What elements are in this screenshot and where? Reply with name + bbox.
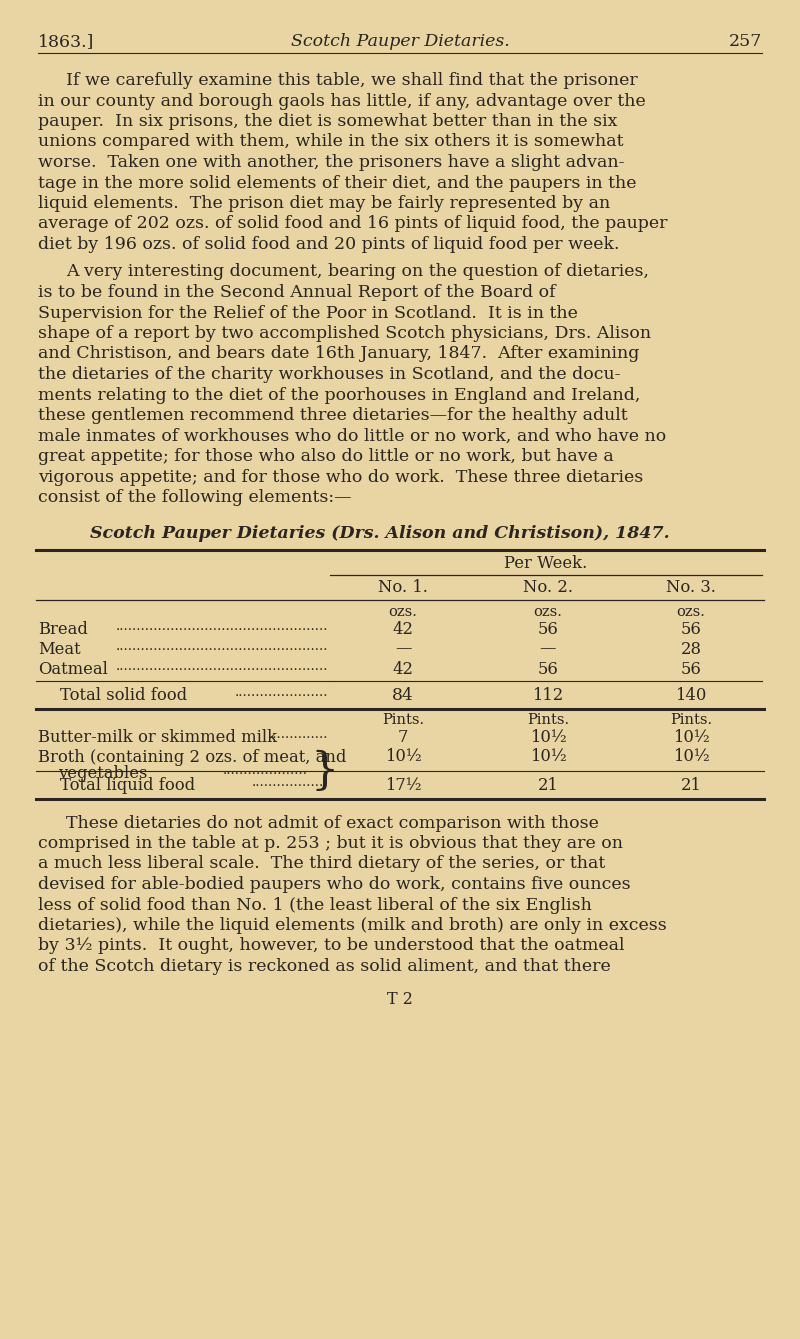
Text: a much less liberal scale.  The third dietary of the series, or that: a much less liberal scale. The third die… xyxy=(38,856,606,873)
Text: vigorous appetite; and for those who do work.  These three dietaries: vigorous appetite; and for those who do … xyxy=(38,469,643,486)
Text: by 3½ pints.  It ought, however, to be understood that the oatmeal: by 3½ pints. It ought, however, to be un… xyxy=(38,937,625,955)
Text: —: — xyxy=(540,640,556,657)
Text: Oatmeal: Oatmeal xyxy=(38,660,108,678)
Text: ..................................................: ........................................… xyxy=(115,620,328,633)
Text: diet by 196 ozs. of solid food and 20 pints of liquid food per week.: diet by 196 ozs. of solid food and 20 pi… xyxy=(38,236,619,253)
Text: If we carefully examine this table, we shall find that the prisoner: If we carefully examine this table, we s… xyxy=(66,72,638,88)
Text: Per Week.: Per Week. xyxy=(504,554,588,572)
Text: unions compared with them, while in the six others it is somewhat: unions compared with them, while in the … xyxy=(38,134,623,150)
Text: 56: 56 xyxy=(538,660,558,678)
Text: Meat: Meat xyxy=(38,640,81,657)
Text: Total solid food: Total solid food xyxy=(60,687,187,703)
Text: No. 2.: No. 2. xyxy=(523,580,573,596)
Text: T 2: T 2 xyxy=(387,991,413,1007)
Text: ozs.: ozs. xyxy=(677,604,706,619)
Text: dietaries), while the liquid elements (milk and broth) are only in excess: dietaries), while the liquid elements (m… xyxy=(38,917,666,935)
Text: shape of a report by two accomplished Scotch physicians, Drs. Alison: shape of a report by two accomplished Sc… xyxy=(38,325,651,341)
Text: 42: 42 xyxy=(393,660,414,678)
Text: 21: 21 xyxy=(681,777,702,794)
Text: ....................: .................... xyxy=(223,765,308,778)
Text: 56: 56 xyxy=(681,620,702,637)
Text: 42: 42 xyxy=(393,620,414,637)
Text: 10½: 10½ xyxy=(530,749,566,765)
Text: Butter-milk or skimmed milk: Butter-milk or skimmed milk xyxy=(38,728,277,746)
Text: is to be found in the Second Annual Report of the Board of: is to be found in the Second Annual Repo… xyxy=(38,284,556,301)
Text: 56: 56 xyxy=(538,620,558,637)
Text: consist of the following elements:—: consist of the following elements:— xyxy=(38,489,351,506)
Text: Pints.: Pints. xyxy=(670,712,712,727)
Text: ..................: .................. xyxy=(251,777,328,790)
Text: 84: 84 xyxy=(392,687,414,703)
Text: ..............: .............. xyxy=(269,728,328,742)
Text: These dietaries do not admit of exact comparison with those: These dietaries do not admit of exact co… xyxy=(66,814,599,832)
Text: Scotch Pauper Dietaries.: Scotch Pauper Dietaries. xyxy=(290,33,510,51)
Text: tage in the more solid elements of their diet, and the paupers in the: tage in the more solid elements of their… xyxy=(38,174,637,191)
Text: ......................: ...................... xyxy=(234,687,328,699)
Text: Supervision for the Relief of the Poor in Scotland.  It is in the: Supervision for the Relief of the Poor i… xyxy=(38,304,578,321)
Text: devised for able-bodied paupers who do work, contains five ounces: devised for able-bodied paupers who do w… xyxy=(38,876,630,893)
Text: liquid elements.  The prison diet may be fairly represented by an: liquid elements. The prison diet may be … xyxy=(38,195,610,212)
Text: ..................................................: ........................................… xyxy=(115,640,328,653)
Text: }: } xyxy=(310,750,338,793)
Text: 112: 112 xyxy=(532,687,564,703)
Text: Scotch Pauper Dietaries (Drs. Alison and Christison), 1847.: Scotch Pauper Dietaries (Drs. Alison and… xyxy=(90,525,670,542)
Text: ..................................................: ........................................… xyxy=(115,660,328,674)
Text: 10½: 10½ xyxy=(530,728,566,746)
Text: the dietaries of the charity workhouses in Scotland, and the docu-: the dietaries of the charity workhouses … xyxy=(38,366,621,383)
Text: Total liquid food: Total liquid food xyxy=(60,777,195,794)
Text: 7: 7 xyxy=(398,728,408,746)
Text: comprised in the table at p. 253 ; but it is obvious that they are on: comprised in the table at p. 253 ; but i… xyxy=(38,836,623,852)
Text: No. 1.: No. 1. xyxy=(378,580,428,596)
Text: Broth (containing 2 ozs. of meat, and: Broth (containing 2 ozs. of meat, and xyxy=(38,749,346,766)
Text: and Christison, and bears date 16th January, 1847.  After examining: and Christison, and bears date 16th Janu… xyxy=(38,345,639,363)
Text: A very interesting document, bearing on the question of dietaries,: A very interesting document, bearing on … xyxy=(66,264,649,280)
Text: —: — xyxy=(394,640,411,657)
Text: 21: 21 xyxy=(538,777,558,794)
Text: 140: 140 xyxy=(675,687,706,703)
Text: worse.  Taken one with another, the prisoners have a slight advan-: worse. Taken one with another, the priso… xyxy=(38,154,625,171)
Text: Pints.: Pints. xyxy=(382,712,424,727)
Text: great appetite; for those who also do little or no work, but have a: great appetite; for those who also do li… xyxy=(38,449,614,465)
Text: 257: 257 xyxy=(729,33,762,51)
Text: in our county and borough gaols has little, if any, advantage over the: in our county and borough gaols has litt… xyxy=(38,92,646,110)
Text: vegetables: vegetables xyxy=(58,765,147,782)
Text: 10½: 10½ xyxy=(673,728,710,746)
Text: 17½: 17½ xyxy=(385,777,422,794)
Text: Bread: Bread xyxy=(38,620,88,637)
Text: 10½: 10½ xyxy=(673,749,710,765)
Text: 28: 28 xyxy=(681,640,702,657)
Text: ozs.: ozs. xyxy=(534,604,562,619)
Text: less of solid food than No. 1 (the least liberal of the six English: less of solid food than No. 1 (the least… xyxy=(38,897,592,913)
Text: Pints.: Pints. xyxy=(527,712,569,727)
Text: of the Scotch dietary is reckoned as solid aliment, and that there: of the Scotch dietary is reckoned as sol… xyxy=(38,957,610,975)
Text: 56: 56 xyxy=(681,660,702,678)
Text: pauper.  In six prisons, the diet is somewhat better than in the six: pauper. In six prisons, the diet is some… xyxy=(38,112,618,130)
Text: average of 202 ozs. of solid food and 16 pints of liquid food, the pauper: average of 202 ozs. of solid food and 16… xyxy=(38,216,667,233)
Text: ments relating to the diet of the poorhouses in England and Ireland,: ments relating to the diet of the poorho… xyxy=(38,387,640,403)
Text: these gentlemen recommend three dietaries—for the healthy adult: these gentlemen recommend three dietarie… xyxy=(38,407,628,424)
Text: No. 3.: No. 3. xyxy=(666,580,716,596)
Text: 1863.]: 1863.] xyxy=(38,33,94,51)
Text: 10½: 10½ xyxy=(385,749,422,765)
Text: male inmates of workhouses who do little or no work, and who have no: male inmates of workhouses who do little… xyxy=(38,427,666,445)
Text: ozs.: ozs. xyxy=(389,604,418,619)
